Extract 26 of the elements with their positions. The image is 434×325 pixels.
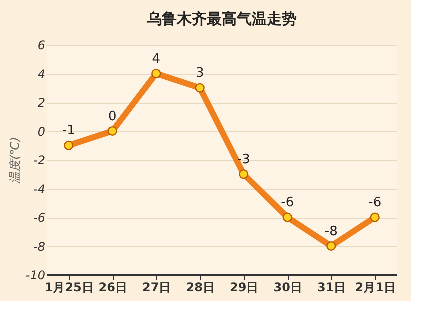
data-label: -1	[62, 124, 76, 139]
x-tick-label: 30日	[274, 280, 302, 294]
x-tick-label: 26日	[98, 280, 128, 294]
y-tick-label: 6	[38, 38, 46, 52]
y-tick-label: -8	[34, 240, 46, 254]
y-tick-label: -10	[26, 268, 46, 282]
x-tick-label: 28日	[186, 280, 215, 294]
y-tick-label: 4	[38, 67, 46, 82]
x-tick-label: 27日	[142, 280, 172, 294]
y-tick-label: -2	[34, 154, 46, 168]
data-label: 3	[196, 66, 204, 82]
data-label: -8	[324, 224, 338, 240]
x-tick-label: 1月25日	[44, 280, 94, 294]
y-tick-label: 2	[38, 96, 46, 110]
chart-title: 乌鲁木齐最高气温走势	[146, 10, 297, 28]
x-tick-label: 29日	[230, 280, 259, 294]
x-tick-label: 31日	[318, 280, 346, 294]
y-tick-label: 0	[38, 124, 46, 139]
y-axis-title: 温度(℃)	[8, 137, 22, 184]
data-label: -6	[281, 196, 294, 210]
data-label: 4	[152, 52, 161, 67]
x-tick-label: 2月1日	[355, 280, 396, 294]
y-tick-label: -6	[34, 211, 46, 225]
y-tick-label: -4	[34, 182, 46, 196]
data-label: -6	[368, 196, 382, 210]
data-label: 0	[108, 109, 117, 124]
